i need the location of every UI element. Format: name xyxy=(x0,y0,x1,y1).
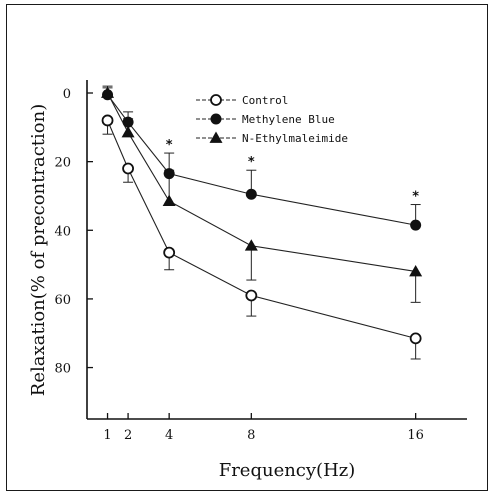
x-tick-label: 1 xyxy=(103,428,111,443)
y-axis-label: Relaxation(% of precontraction) xyxy=(28,104,49,396)
data-point-filled-triangle xyxy=(101,86,115,98)
y-tick-label: 60 xyxy=(54,293,71,308)
data-point-filled-triangle xyxy=(244,239,258,251)
series-lines xyxy=(107,92,416,339)
legend-label: N-Ethylmaleimide xyxy=(242,132,348,145)
significance-asterisk: * xyxy=(248,155,255,170)
data-point-filled-triangle xyxy=(162,194,176,206)
significance-asterisk: * xyxy=(166,138,173,153)
y-tick-label: 20 xyxy=(54,156,71,171)
legend-label: Methylene Blue xyxy=(242,113,335,126)
data-point-filled-triangle xyxy=(121,125,135,138)
data-point-open-circle xyxy=(245,289,258,302)
y-tick-label: 0 xyxy=(63,87,71,102)
data-point-open-circle xyxy=(122,162,134,175)
data-point-open-circle xyxy=(101,114,114,127)
significance-annotations: * * * xyxy=(166,138,419,204)
legend: Control Methylene Blue N-Ethylmaleimide xyxy=(196,94,348,145)
legend-marker-open-circle xyxy=(210,94,222,106)
y-ticks: 0 20 40 60 80 xyxy=(54,87,93,377)
legend-marker-filled-circle xyxy=(210,113,222,125)
legend-label: Control xyxy=(242,94,288,107)
x-tick-label: 4 xyxy=(165,428,173,443)
data-point-filled-triangle xyxy=(409,264,423,277)
y-tick-label: 80 xyxy=(54,362,71,377)
x-tick-label: 2 xyxy=(124,428,132,443)
data-point-filled-circle xyxy=(163,168,175,180)
axes xyxy=(86,80,467,420)
data-point-open-circle xyxy=(163,246,176,259)
data-point-filled-circle xyxy=(245,188,257,200)
data-point-filled-circle xyxy=(122,116,134,128)
x-tick-label: 16 xyxy=(407,428,424,443)
legend-marker-filled-triangle xyxy=(209,131,223,143)
x-ticks: 1 2 4 8 16 xyxy=(103,413,424,443)
data-point-open-circle xyxy=(409,332,422,345)
series-line-0 xyxy=(107,120,416,339)
data-point-filled-circle xyxy=(410,219,422,231)
x-axis-label: Frequency(Hz) xyxy=(219,460,356,481)
x-tick-label: 8 xyxy=(247,428,255,443)
error-bars xyxy=(102,85,421,360)
y-tick-label: 40 xyxy=(54,224,71,239)
significance-asterisk: * xyxy=(412,190,419,205)
data-markers xyxy=(101,86,423,345)
